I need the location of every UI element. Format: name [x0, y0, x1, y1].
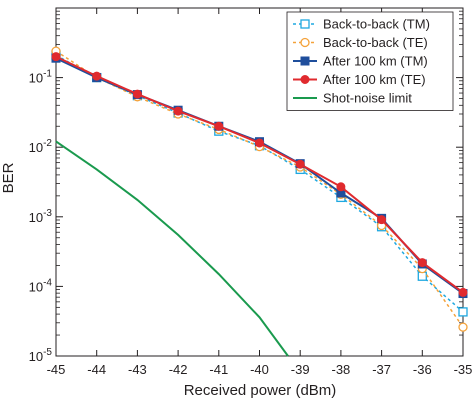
data-point — [336, 182, 346, 192]
legend-swatch-marker — [300, 37, 310, 48]
legend-swatch-marker — [300, 19, 310, 29]
series-layer — [51, 46, 468, 357]
y-axis-label: BER — [0, 162, 17, 193]
data-point — [132, 89, 142, 99]
data-point — [214, 121, 224, 131]
legend-label: Shot-noise limit — [323, 91, 412, 106]
legend-label: Back-to-back (TE) — [323, 35, 428, 50]
data-point — [458, 307, 468, 317]
legend: Back-to-back (TM) Back-to-back (TE) After … — [286, 11, 454, 111]
y-tick-label: 10-1 — [29, 69, 53, 86]
x-tick-label: -42 — [169, 362, 188, 377]
x-tick-label: -38 — [332, 362, 351, 377]
y-tick-label: 10-2 — [29, 138, 53, 155]
x-tick-label: -35 — [454, 362, 473, 377]
legend-label: After 100 km (TM) — [323, 54, 428, 69]
data-point — [51, 52, 61, 62]
axes: -45 -44 -43 -42 -41 -40 -39 -38 -37 -36 -35 10-1 10-… — [29, 7, 473, 377]
x-tick-label: -44 — [87, 362, 106, 377]
series-line — [55, 140, 289, 357]
data-point — [255, 138, 264, 148]
series-3 — [51, 52, 468, 297]
data-point — [458, 322, 468, 332]
data-point — [417, 271, 427, 281]
series-4 — [55, 140, 289, 357]
x-tick-label: -40 — [250, 362, 269, 377]
data-point — [173, 106, 183, 116]
data-point — [417, 258, 427, 268]
x-axis-label: Received power (dBm) — [184, 382, 337, 399]
data-point — [458, 287, 468, 297]
y-tick-label: 10-4 — [29, 277, 53, 294]
data-point — [295, 159, 305, 169]
x-tick-label: -36 — [413, 362, 432, 377]
y-tick-label: 10-5 — [29, 347, 53, 364]
x-tick-label: -37 — [372, 362, 391, 377]
legend-swatch-marker — [300, 56, 310, 66]
series-line — [55, 50, 464, 328]
data-point — [92, 71, 102, 81]
legend-swatch-marker — [300, 75, 310, 84]
x-tick-label: -41 — [209, 362, 228, 377]
data-point — [377, 215, 387, 225]
x-tick-label: -43 — [128, 362, 147, 377]
legend-label: Back-to-back (TM) — [323, 17, 430, 32]
legend-label: After 100 km (TE) — [323, 72, 426, 87]
x-tick-label: -45 — [47, 362, 66, 377]
y-tick-label: 10-3 — [29, 208, 53, 225]
x-tick-label: -39 — [291, 362, 310, 377]
